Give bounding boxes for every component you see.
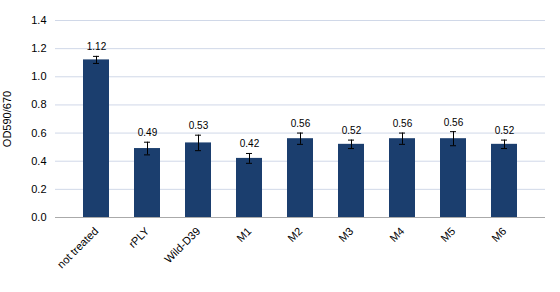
svg-text:0.4: 0.4 <box>31 155 46 167</box>
svg-text:1.12: 1.12 <box>87 41 107 52</box>
svg-text:0.56: 0.56 <box>291 118 311 129</box>
svg-text:0.49: 0.49 <box>138 127 158 138</box>
svg-text:0.2: 0.2 <box>31 183 46 195</box>
svg-text:M6: M6 <box>489 225 508 244</box>
svg-text:M5: M5 <box>438 225 457 244</box>
svg-text:not treated: not treated <box>55 225 101 271</box>
svg-text:0.56: 0.56 <box>444 117 464 128</box>
svg-text:M3: M3 <box>336 225 355 244</box>
svg-text:Wild-D39: Wild-D39 <box>162 225 202 265</box>
svg-text:1.0: 1.0 <box>31 70 46 82</box>
svg-text:M2: M2 <box>285 225 304 244</box>
svg-text:0.8: 0.8 <box>31 98 46 110</box>
svg-text:1.2: 1.2 <box>31 42 46 54</box>
svg-text:M4: M4 <box>387 225 406 244</box>
svg-text:0.42: 0.42 <box>240 138 260 149</box>
svg-text:1.4: 1.4 <box>31 14 46 26</box>
svg-text:OD590/670: OD590/670 <box>1 91 13 147</box>
svg-text:0.0: 0.0 <box>31 211 46 223</box>
svg-text:M1: M1 <box>234 225 253 244</box>
svg-text:0.52: 0.52 <box>495 125 515 136</box>
svg-text:rPLY: rPLY <box>126 224 152 250</box>
svg-text:0.53: 0.53 <box>189 120 209 131</box>
svg-text:0.56: 0.56 <box>393 118 413 129</box>
svg-text:0.52: 0.52 <box>342 125 362 136</box>
svg-text:0.6: 0.6 <box>31 127 46 139</box>
